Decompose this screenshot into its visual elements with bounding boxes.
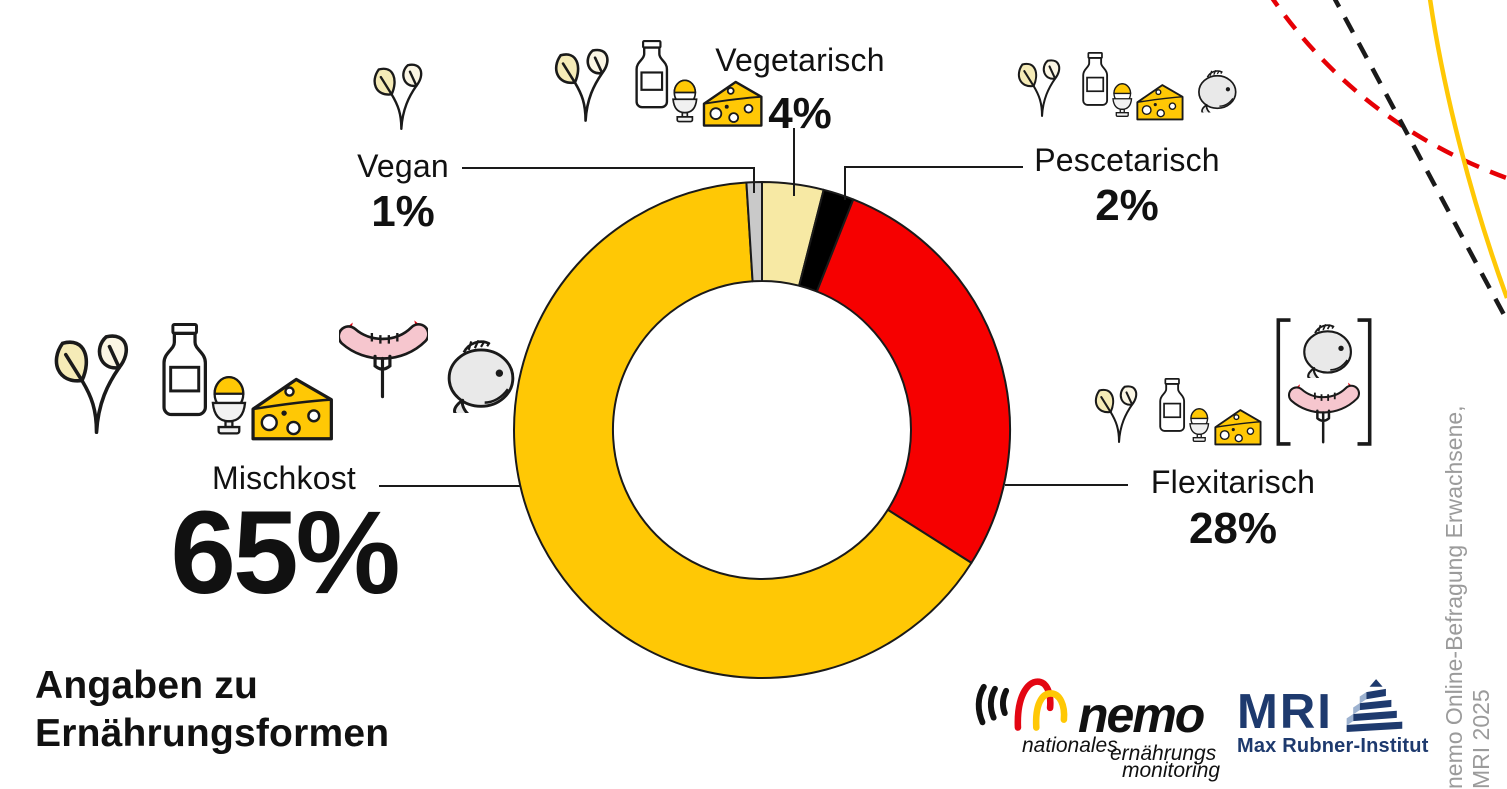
pescetarisch-percent: 2% [1095,181,1159,231]
fish-icon [432,340,520,414]
egg-icon [1109,82,1136,119]
black-dashed-curve [1332,0,1507,326]
pescetarisch-label: Pescetarisch [1034,142,1220,179]
sprout-icon [550,47,626,123]
vegan-percent: 1% [371,187,435,237]
nemo-logo: nemo nationales ernährungs monitoring [972,658,1220,783]
leader-vegan [462,167,755,193]
pescetarisch-icons [1014,52,1240,122]
vegan-label: Vegan [357,148,449,185]
cheese-icon [1213,407,1263,448]
mri-wordmark: MRI [1237,685,1333,739]
egg-icon [1186,407,1213,444]
mischkost-icons [48,318,521,444]
vegetarisch-percent: 4% [768,89,832,138]
flexitarisch-label: Flexitarisch [1150,464,1316,500]
label-group-vegetarisch: Vegetarisch 4% [708,42,892,136]
flexitarisch-percent: 28% [1188,504,1278,553]
egg-icon [206,374,252,439]
source-note: nemo Online-Befragung Erwachsene, MRI 20… [1441,385,1495,789]
sprout-icon [1014,58,1074,118]
label-group-mischkost: Mischkost 65% [95,318,473,619]
milk-icon [1155,378,1189,433]
donut-segment-vegan [745,181,763,283]
vegetarisch-label: Vegetarisch [715,42,885,78]
source-line1: nemo Online-Befragung Erwachsene, [1441,405,1467,789]
nemo-logo-mark-icon [975,678,1068,731]
source-line2: MRI 2025 [1468,689,1494,789]
nemo-tagline-monitoring: monitoring [1122,759,1221,782]
cheese-icon [1135,82,1185,123]
donut-segment-flexitarisch [815,198,1012,564]
title-line1: Angaben zu [35,664,258,707]
label-group-vegan: Vegan 1% [318,62,488,234]
page-title: Angaben zu Ernährungsformen [35,662,389,758]
mischkost-label: Mischkost [211,460,357,496]
cheese-icon [249,374,335,444]
sausage-fork-icon [339,318,428,399]
milk-icon [630,40,674,109]
nemo-tagline-nationales: nationales [1022,734,1118,757]
mischkost-percent: 65% [170,487,400,619]
red-dashed-curve [1270,0,1507,181]
sprout-icon [369,62,438,131]
gold-curve [1427,0,1507,299]
nemo-wordmark: nemo [1078,687,1205,743]
flexitarisch-icons [1091,316,1374,448]
leader-pescetarisch [844,166,1023,200]
decorative-curves [1270,0,1507,326]
nemo-tagline-ernaehrungs: ernährungs [1110,742,1217,765]
label-group-pescetarisch: Pescetarisch 2% [1010,52,1244,228]
mri-logo: MRI Max Rubner-Institut [1235,678,1430,763]
mri-subtitle: Max Rubner-Institut [1237,735,1429,757]
label-group-flexitarisch: Flexitarisch 28% [1096,316,1370,551]
title-line2: Ernährungsformen [35,712,390,755]
mri-pyramid-icon [1346,679,1403,732]
egg-icon [668,78,702,126]
vegan-icons [369,62,438,136]
leader-lines [379,128,1128,487]
donut-segments [513,181,1012,679]
sprout-icon [48,332,152,436]
milk-icon [1078,52,1112,107]
bracket-fish-sausage-icon [1273,316,1375,448]
fish-icon [1189,70,1240,113]
donut-segment-mischkost [513,181,973,679]
sprout-icon [1091,384,1151,444]
